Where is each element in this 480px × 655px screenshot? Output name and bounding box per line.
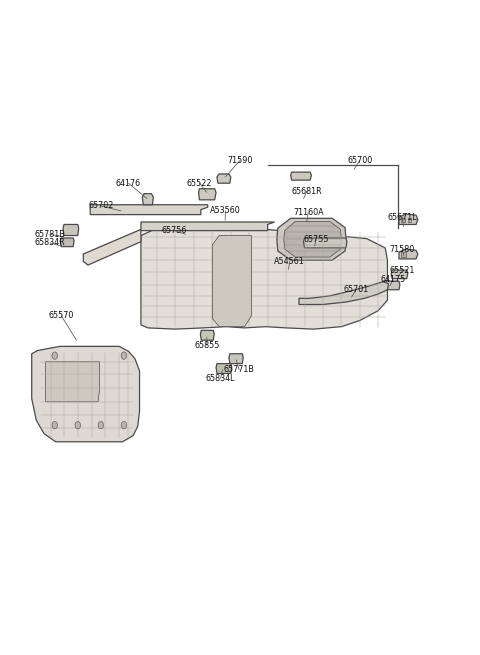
Polygon shape (212, 236, 252, 327)
Text: 71590: 71590 (228, 156, 252, 165)
Polygon shape (229, 354, 243, 364)
Polygon shape (46, 362, 99, 402)
Text: 71580: 71580 (390, 244, 415, 253)
Polygon shape (401, 218, 405, 222)
Polygon shape (284, 221, 341, 257)
Text: 65771B: 65771B (224, 365, 254, 374)
Polygon shape (401, 252, 406, 257)
Polygon shape (277, 218, 346, 260)
Polygon shape (200, 330, 214, 340)
Text: 64176: 64176 (116, 179, 141, 188)
Polygon shape (141, 228, 387, 329)
Text: 65756: 65756 (162, 226, 187, 235)
Text: 64175: 64175 (380, 275, 406, 284)
Polygon shape (32, 346, 140, 441)
Text: 71160A: 71160A (293, 208, 324, 217)
Polygon shape (60, 238, 74, 247)
Text: 65700: 65700 (347, 156, 372, 165)
Polygon shape (382, 281, 400, 290)
Text: 65681R: 65681R (291, 187, 322, 196)
Text: 65702: 65702 (88, 202, 114, 210)
Polygon shape (90, 205, 208, 215)
Text: 65522: 65522 (187, 179, 212, 188)
Text: 65834R: 65834R (35, 238, 65, 248)
Polygon shape (141, 222, 275, 231)
Circle shape (52, 352, 58, 360)
Text: 65701: 65701 (344, 285, 369, 294)
Polygon shape (217, 174, 231, 183)
Text: 65834L: 65834L (206, 374, 235, 383)
Polygon shape (408, 218, 411, 222)
Polygon shape (399, 214, 418, 225)
Circle shape (121, 352, 127, 360)
Text: 65855: 65855 (194, 341, 219, 350)
Polygon shape (142, 194, 154, 205)
Text: 65781B: 65781B (35, 230, 66, 239)
Polygon shape (216, 364, 232, 373)
Polygon shape (199, 189, 216, 200)
Polygon shape (84, 229, 141, 265)
Circle shape (75, 421, 81, 429)
Polygon shape (299, 282, 388, 305)
Circle shape (52, 421, 58, 429)
Polygon shape (399, 249, 418, 259)
Text: A54561: A54561 (275, 257, 305, 266)
Text: 65755: 65755 (303, 235, 329, 244)
Text: 65570: 65570 (48, 311, 74, 320)
Polygon shape (63, 225, 79, 236)
Text: A53560: A53560 (210, 206, 240, 215)
Polygon shape (391, 270, 408, 278)
Circle shape (121, 421, 127, 429)
Text: 65521: 65521 (389, 266, 415, 275)
Polygon shape (291, 172, 312, 180)
Circle shape (98, 421, 104, 429)
Polygon shape (303, 238, 347, 248)
Text: 65671L: 65671L (387, 213, 417, 221)
